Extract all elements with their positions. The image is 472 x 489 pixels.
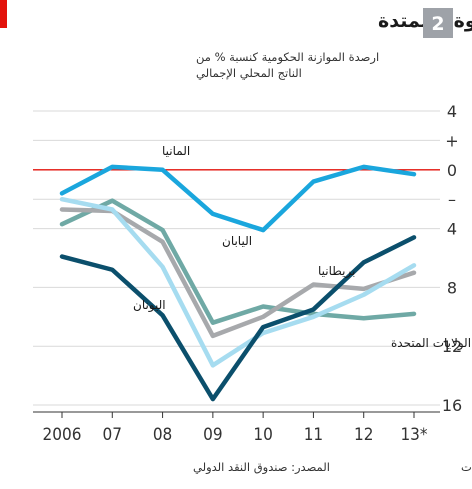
series-line-3 — [59, 196, 417, 368]
series-line-4 — [59, 235, 417, 402]
y-tick-label: 0 — [447, 161, 457, 180]
chart-subtitle-line-1: ارصدة الموازنة الحكومية كنسبة % من — [196, 50, 379, 65]
series-label-greece: اليونان — [133, 298, 166, 313]
series-label-britain: بريطانيا — [318, 264, 355, 279]
source-note: المصدر: صندوق النقد الدولي — [193, 460, 330, 475]
x-tick-label: 07 — [103, 425, 122, 445]
y-tick-label: 4 — [447, 220, 457, 239]
y-tick-label: 8 — [447, 278, 457, 297]
series-line-0 — [59, 164, 417, 233]
x-tick-label: 13* — [400, 425, 427, 445]
series-label-united-states: الولايات المتحدة — [391, 336, 471, 351]
chart-number: 2 — [431, 13, 444, 35]
x-tick-label: 10 — [253, 425, 272, 445]
y-axis-tick-labels: 4 +0 – 4 8 12 16 — [442, 102, 462, 415]
chart-number-badge — [423, 8, 453, 38]
y-tick-label: 12 — [442, 337, 462, 356]
y-tick-label: + — [445, 131, 458, 150]
series-line-1 — [59, 198, 417, 325]
x-tick-label: 12 — [354, 425, 373, 445]
chart-subtitle-line-2: الناتج المحلي الإجمالي — [196, 66, 302, 80]
y-tick-label: 4 — [447, 102, 457, 121]
x-tick-label: 08 — [153, 425, 172, 445]
forecast-note: * توقعات — [461, 460, 472, 475]
x-tick-label: 2006 — [43, 425, 82, 445]
x-tick-label: 11 — [304, 425, 323, 445]
series-label-germany: المانيا — [162, 144, 190, 158]
y-tick-label: – — [448, 190, 456, 209]
x-axis: 2006 07 08 09 10 11 12 13* — [33, 411, 440, 445]
y-tick-label: 16 — [442, 396, 462, 415]
top-accent-bar — [0, 0, 7, 28]
series-label-japan: اليابان — [222, 234, 252, 248]
x-tick-label: 09 — [203, 425, 222, 445]
series-lines — [59, 164, 417, 402]
